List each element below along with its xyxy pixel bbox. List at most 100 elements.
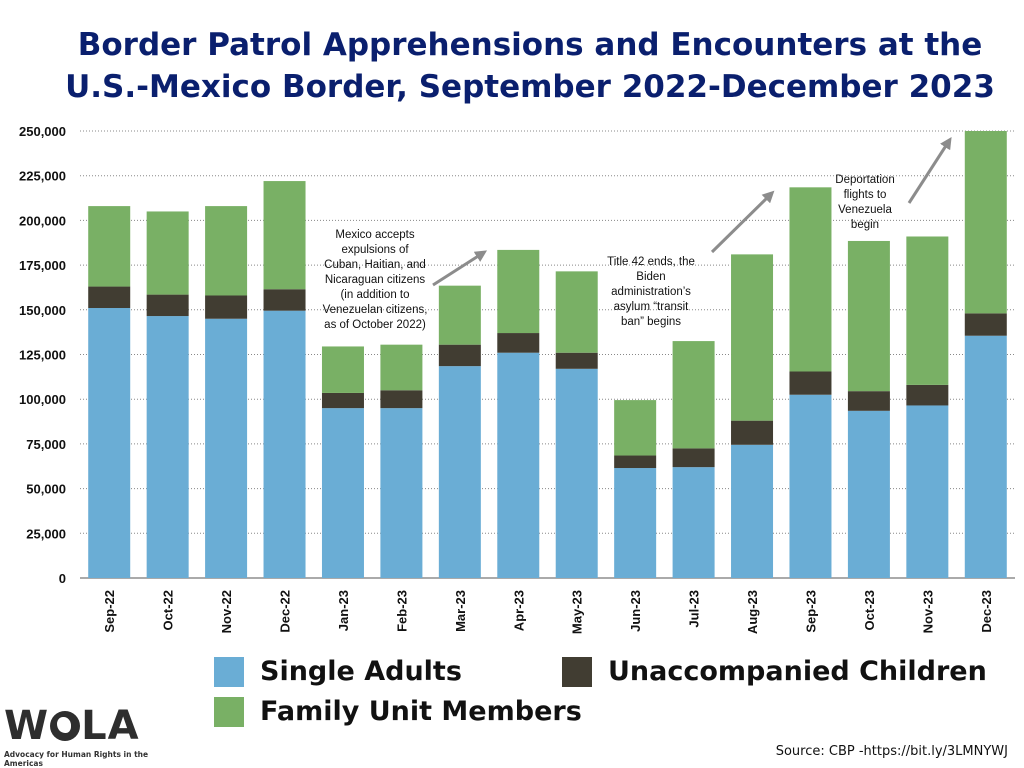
annotation-text: (in addition to	[340, 289, 409, 301]
bar-family-unit-members	[88, 206, 131, 287]
legend-swatch-family-unit-members	[214, 696, 244, 727]
bar-single-adults	[321, 408, 364, 578]
bar-single-adults	[380, 408, 423, 578]
legend-label-unaccompanied-children: Unaccompanied Children	[608, 656, 987, 687]
y-tick-label: 225,000	[19, 169, 66, 184]
bar-family-unit-members	[672, 341, 715, 449]
x-tick-label: Apr-23	[511, 590, 526, 631]
y-tick-label: 75,000	[26, 437, 66, 452]
x-tick-label: Aug-23	[745, 590, 760, 634]
x-tick-label: Sep-22	[102, 590, 117, 633]
x-tick-label: Jan-23	[336, 590, 351, 631]
bar-single-adults	[146, 316, 189, 578]
bar-family-unit-members	[146, 211, 189, 295]
bar-single-adults	[614, 468, 657, 578]
bar-unaccompanied-children	[205, 295, 248, 319]
source-note: Source: CBP -https://bit.ly/3LMNYWJ	[775, 744, 1008, 759]
legend-item-family-unit-members: Family Unit Members	[214, 696, 582, 727]
bar-family-unit-members	[789, 187, 832, 372]
wola-logo-tagline: Advocacy for Human Rights in the America…	[4, 750, 149, 768]
bar-single-adults	[205, 318, 248, 578]
annotation-text: begin	[851, 219, 879, 231]
annotation-text: Cuban, Haitian, and	[324, 259, 426, 271]
bar-family-unit-members	[497, 249, 540, 334]
bar-single-adults	[847, 410, 890, 578]
bar-unaccompanied-children	[146, 294, 189, 317]
globe-icon	[50, 711, 81, 741]
x-tick-label: Nov-22	[219, 590, 234, 633]
bar-family-unit-members	[380, 344, 423, 391]
y-tick-label: 250,000	[19, 124, 66, 139]
x-tick-label: Dec-23	[979, 590, 994, 633]
bar-family-unit-members	[964, 131, 1007, 314]
bar-family-unit-members	[555, 271, 598, 353]
annotation-text: administration’s	[611, 286, 691, 298]
x-tick-label: May-23	[570, 590, 585, 634]
x-tick-label: Oct-23	[862, 590, 877, 630]
x-tick-label: Mar-23	[453, 590, 468, 632]
legend-label-family-unit-members: Family Unit Members	[260, 696, 582, 727]
bar-family-unit-members	[321, 346, 364, 393]
bar-family-unit-members	[205, 206, 248, 296]
y-tick-label: 100,000	[19, 392, 66, 407]
y-tick-label: 150,000	[19, 303, 66, 318]
bar-family-unit-members	[614, 400, 657, 456]
annotation-arrow	[907, 136, 952, 204]
bar-single-adults	[497, 352, 540, 578]
bar-unaccompanied-children	[964, 313, 1007, 336]
x-tick-label: Feb-23	[394, 590, 409, 632]
annotation-text: Biden	[636, 271, 665, 283]
bar-unaccompanied-children	[321, 392, 364, 409]
x-tick-label: Jul-23	[687, 590, 702, 628]
bar-family-unit-members	[906, 236, 949, 385]
bar-single-adults	[906, 405, 949, 578]
legend-swatch-unaccompanied-children	[562, 656, 592, 687]
annotation-text: flights to	[844, 189, 887, 201]
annotation-text: ban” begins	[621, 316, 681, 328]
annotation-text: asylum “transit	[614, 301, 690, 313]
bar-unaccompanied-children	[88, 286, 131, 309]
annotation-text: Deportation	[835, 174, 894, 186]
y-tick-label: 25,000	[26, 526, 66, 541]
annotation-text: expulsions of	[341, 244, 409, 256]
bar-family-unit-members	[263, 181, 306, 290]
x-tick-label: Sep-23	[803, 590, 818, 633]
bar-unaccompanied-children	[672, 448, 715, 468]
bar-unaccompanied-children	[731, 420, 774, 445]
y-tick-label: 125,000	[19, 348, 66, 363]
annotation-text: Mexico accepts	[335, 229, 415, 241]
bar-family-unit-members	[438, 285, 481, 345]
x-tick-label: Dec-22	[278, 590, 293, 633]
bar-single-adults	[964, 335, 1007, 578]
legend-swatch-single-adults	[214, 656, 244, 687]
bar-single-adults	[731, 444, 774, 578]
chart-title: Border Patrol Apprehensions and Encounte…	[65, 27, 995, 105]
annotation-text: Venezuelan citizens,	[323, 304, 428, 316]
wola-logo: W LA Advocacy for Human Rights in the Ame…	[4, 704, 174, 768]
bar-unaccompanied-children	[438, 344, 481, 367]
y-tick-label: 200,000	[19, 213, 66, 228]
stacked-bar-chart: 0 25,000 50,000 75,000 100,000 125,000 150,000…	[19, 124, 1015, 634]
bar-single-adults	[672, 467, 715, 578]
bar-unaccompanied-children	[614, 455, 657, 469]
bar-unaccompanied-children	[263, 289, 306, 311]
y-tick-label: 50,000	[26, 482, 66, 497]
bar-single-adults	[263, 310, 306, 578]
bar-unaccompanied-children	[497, 333, 540, 353]
legend-item-single-adults: Single Adults	[214, 656, 462, 687]
bar-single-adults	[438, 366, 481, 578]
bar-single-adults	[555, 368, 598, 578]
x-tick-label: Jun-23	[628, 590, 643, 632]
bar-unaccompanied-children	[847, 391, 890, 411]
legend-item-unaccompanied-children: Unaccompanied Children	[562, 656, 987, 687]
annotation-arrow	[432, 250, 488, 287]
bar-unaccompanied-children	[555, 352, 598, 369]
annotation-text: as of October 2022)	[324, 319, 426, 331]
annotation-text: Title 42 ends, the	[607, 256, 695, 268]
annotation-text: Nicaraguan citizens	[325, 274, 426, 286]
bar-family-unit-members	[731, 254, 774, 421]
wola-logo-mark: W LA	[4, 703, 140, 749]
bar-unaccompanied-children	[906, 384, 949, 406]
x-tick-label: Nov-23	[920, 590, 935, 633]
y-tick-label: 0	[59, 571, 66, 586]
